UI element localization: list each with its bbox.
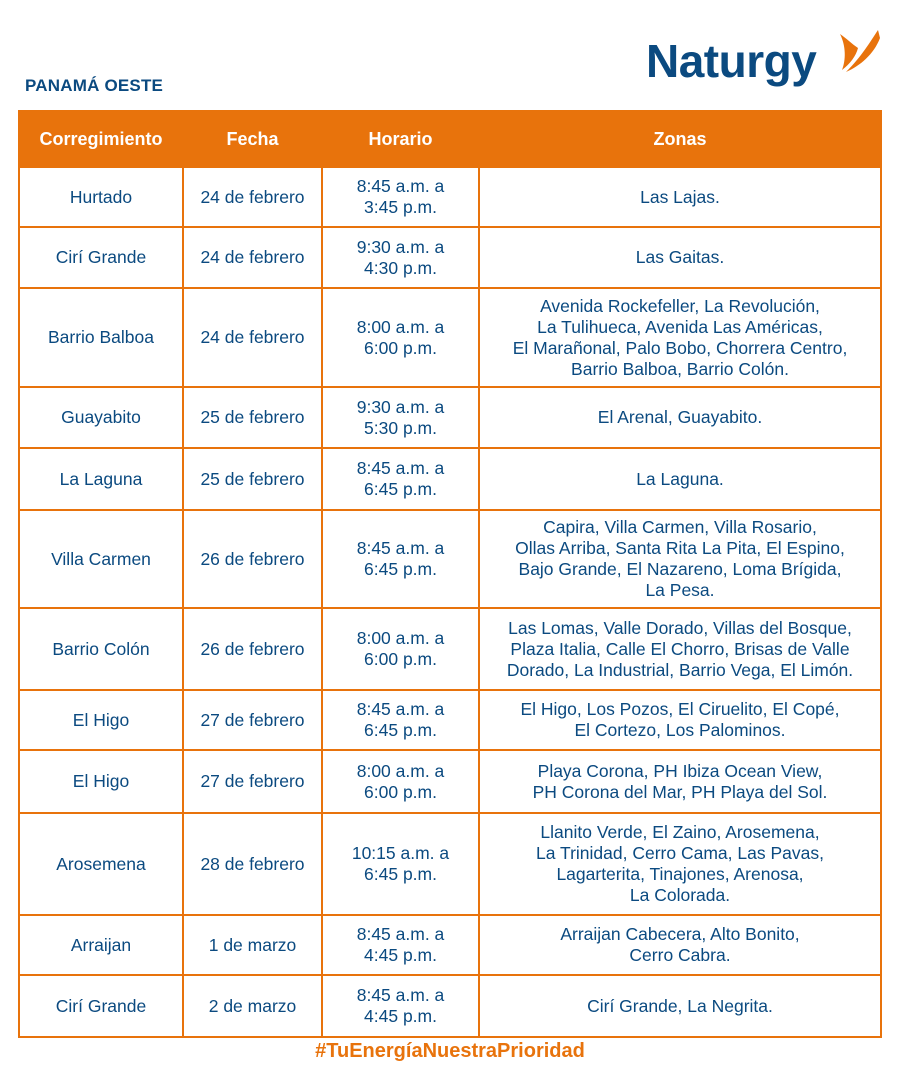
cell-fecha: 1 de marzo bbox=[182, 914, 323, 976]
cell-fecha: 24 de febrero bbox=[182, 226, 323, 289]
table-row: Guayabito 25 de febrero 9:30 a.m. a 5:30 p… bbox=[18, 386, 882, 449]
cell-horario: 9:30 a.m. a 4:30 p.m. bbox=[321, 226, 480, 289]
cell-fecha: 28 de febrero bbox=[182, 812, 323, 916]
cell-horario: 8:00 a.m. a 6:00 p.m. bbox=[321, 749, 480, 814]
cell-horario: 8:45 a.m. a 6:45 p.m. bbox=[321, 689, 480, 751]
cell-zonas: Llanito Verde, El Zaino, Arosemena, La T… bbox=[478, 812, 882, 916]
cell-corregimiento: Barrio Balboa bbox=[18, 287, 184, 388]
cell-fecha: 26 de febrero bbox=[182, 607, 323, 691]
cell-zonas: Playa Corona, PH Ibiza Ocean View, PH Co… bbox=[478, 749, 882, 814]
cell-corregimiento: Barrio Colón bbox=[18, 607, 184, 691]
cell-corregimiento: La Laguna bbox=[18, 447, 184, 511]
cell-corregimiento: Guayabito bbox=[18, 386, 184, 449]
schedule-table: Corregimiento Fecha Horario Zonas Hurtad… bbox=[18, 110, 882, 1038]
cell-fecha: 27 de febrero bbox=[182, 689, 323, 751]
cell-corregimiento: Arraijan bbox=[18, 914, 184, 976]
cell-fecha: 25 de febrero bbox=[182, 447, 323, 511]
cell-corregimiento: Arosemena bbox=[18, 812, 184, 916]
cell-zonas: Capira, Villa Carmen, Villa Rosario, Oll… bbox=[478, 509, 882, 609]
table-row: Cirí Grande 24 de febrero 9:30 a.m. a 4:30… bbox=[18, 226, 882, 289]
cell-horario: 8:45 a.m. a 3:45 p.m. bbox=[321, 166, 480, 228]
cell-fecha: 25 de febrero bbox=[182, 386, 323, 449]
region-title: PANAMÁ OESTE bbox=[25, 76, 164, 95]
cell-zonas: Las Lomas, Valle Dorado, Villas del Bosq… bbox=[478, 607, 882, 691]
cell-zonas: El Arenal, Guayabito. bbox=[478, 386, 882, 449]
table-row: Arosemena 28 de febrero 10:15 a.m. a 6:45 … bbox=[18, 812, 882, 916]
cell-fecha: 24 de febrero bbox=[182, 166, 323, 228]
cell-zonas: Avenida Rockefeller, La Revolución, La T… bbox=[478, 287, 882, 388]
cell-horario: 9:30 a.m. a 5:30 p.m. bbox=[321, 386, 480, 449]
column-header-zonas: Zonas bbox=[478, 110, 882, 168]
cell-fecha: 27 de febrero bbox=[182, 749, 323, 814]
cell-zonas: Las Gaitas. bbox=[478, 226, 882, 289]
hashtag: #TuEnergíaNuestraPrioridad bbox=[315, 1040, 585, 1062]
column-header-corregimiento: Corregimiento bbox=[18, 110, 184, 168]
table-row: Cirí Grande 2 de marzo 8:45 a.m. a 4:45 p.… bbox=[18, 974, 882, 1038]
cell-corregimiento: Cirí Grande bbox=[18, 226, 184, 289]
cell-zonas: Cirí Grande, La Negrita. bbox=[478, 974, 882, 1038]
table-row: La Laguna 25 de febrero 8:45 a.m. a 6:45 p… bbox=[18, 447, 882, 511]
table-row: El Higo 27 de febrero 8:45 a.m. a 6:45 p.m… bbox=[18, 689, 882, 751]
logo-text: Naturgy bbox=[646, 35, 817, 87]
cell-horario: 8:45 a.m. a 4:45 p.m. bbox=[321, 974, 480, 1038]
cell-fecha: 24 de febrero bbox=[182, 287, 323, 388]
butterfly-icon bbox=[840, 30, 880, 72]
cell-fecha: 26 de febrero bbox=[182, 509, 323, 609]
cell-corregimiento: Cirí Grande bbox=[18, 974, 184, 1038]
cell-zonas: La Laguna. bbox=[478, 447, 882, 511]
table-row: Villa Carmen 26 de febrero 8:45 a.m. a 6:4… bbox=[18, 509, 882, 609]
table-row: Barrio Balboa 24 de febrero 8:00 a.m. a 6:… bbox=[18, 287, 882, 388]
cell-horario: 8:45 a.m. a 6:45 p.m. bbox=[321, 509, 480, 609]
cell-horario: 8:45 a.m. a 4:45 p.m. bbox=[321, 914, 480, 976]
cell-horario: 10:15 a.m. a 6:45 p.m. bbox=[321, 812, 480, 916]
table-row: Hurtado 24 de febrero 8:45 a.m. a 3:45 p.m… bbox=[18, 166, 882, 228]
cell-corregimiento: El Higo bbox=[18, 689, 184, 751]
cell-horario: 8:00 a.m. a 6:00 p.m. bbox=[321, 607, 480, 691]
cell-zonas: El Higo, Los Pozos, El Ciruelito, El Cop… bbox=[478, 689, 882, 751]
cell-fecha: 2 de marzo bbox=[182, 974, 323, 1038]
table-body: Hurtado 24 de febrero 8:45 a.m. a 3:45 p.m… bbox=[18, 166, 882, 1038]
table-row: El Higo 27 de febrero 8:00 a.m. a 6:00 p.m… bbox=[18, 749, 882, 814]
cell-horario: 8:00 a.m. a 6:00 p.m. bbox=[321, 287, 480, 388]
cell-corregimiento: El Higo bbox=[18, 749, 184, 814]
table-row: Barrio Colón 26 de febrero 8:00 a.m. a 6:0… bbox=[18, 607, 882, 691]
cell-zonas: Arraijan Cabecera, Alto Bonito, Cerro Ca… bbox=[478, 914, 882, 976]
column-header-fecha: Fecha bbox=[182, 110, 323, 168]
column-header-horario: Horario bbox=[321, 110, 480, 168]
cell-corregimiento: Villa Carmen bbox=[18, 509, 184, 609]
naturgy-logo: Naturgy bbox=[646, 26, 886, 96]
table-header-row: Corregimiento Fecha Horario Zonas bbox=[18, 110, 882, 168]
table-row: Arraijan 1 de marzo 8:45 a.m. a 4:45 p.m. A… bbox=[18, 914, 882, 976]
cell-horario: 8:45 a.m. a 6:45 p.m. bbox=[321, 447, 480, 511]
cell-corregimiento: Hurtado bbox=[18, 166, 184, 228]
cell-zonas: Las Lajas. bbox=[478, 166, 882, 228]
